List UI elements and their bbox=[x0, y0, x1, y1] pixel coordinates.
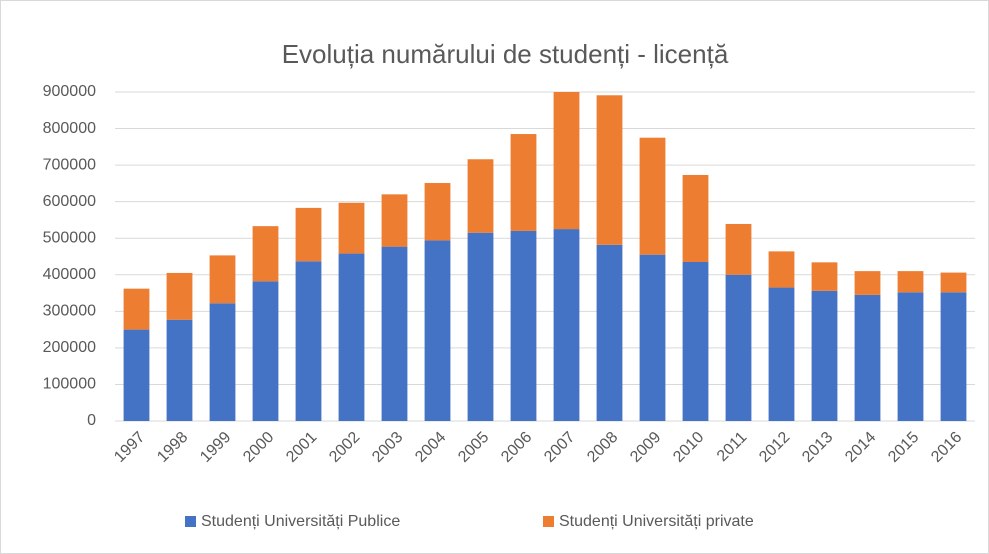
legend-swatch bbox=[543, 516, 554, 527]
bar-segment bbox=[510, 230, 537, 421]
legend-label: Studenți Universități private bbox=[559, 513, 754, 530]
y-tick-label: 400000 bbox=[43, 266, 96, 283]
bar-segment bbox=[811, 290, 838, 421]
bar-segment bbox=[209, 255, 236, 304]
bar-segment bbox=[682, 174, 709, 262]
bar-segment bbox=[510, 134, 537, 231]
y-tick-label: 200000 bbox=[43, 339, 96, 356]
bar-segment bbox=[424, 240, 451, 421]
bar-segment bbox=[639, 137, 666, 255]
y-tick-label: 900000 bbox=[43, 83, 96, 100]
bar-segment bbox=[854, 271, 881, 295]
bar-segment bbox=[123, 288, 150, 330]
bar-segment bbox=[725, 274, 752, 421]
bar-segment bbox=[682, 261, 709, 421]
y-tick-label: 300000 bbox=[43, 303, 96, 320]
bar-segment bbox=[295, 261, 322, 421]
bar-segment bbox=[424, 183, 451, 241]
bar-segment bbox=[467, 232, 494, 421]
y-tick-label: 700000 bbox=[43, 156, 96, 173]
bar-segment bbox=[166, 319, 193, 421]
bar-segment bbox=[596, 95, 623, 245]
y-tick-label: 100000 bbox=[43, 376, 96, 393]
bar-segment bbox=[381, 246, 408, 421]
legend-label: Studenți Universități Publice bbox=[201, 513, 400, 530]
bar-segment bbox=[940, 292, 967, 421]
bar-segment bbox=[725, 223, 752, 275]
bar-segment bbox=[295, 207, 322, 262]
bar-segment bbox=[768, 287, 795, 421]
bar-segment bbox=[553, 229, 580, 421]
chart-title: Evoluția numărului de studenți - licență bbox=[282, 39, 729, 69]
bar-segment bbox=[252, 226, 279, 282]
bar-segment bbox=[209, 303, 236, 421]
bar-segment bbox=[467, 159, 494, 233]
bar-segment bbox=[596, 244, 623, 421]
y-tick-label: 500000 bbox=[43, 229, 96, 246]
bar-segment bbox=[940, 272, 967, 293]
legend-swatch bbox=[185, 516, 196, 527]
bar-segment bbox=[854, 294, 881, 421]
bar-segment bbox=[166, 272, 193, 320]
bar-segment bbox=[897, 271, 924, 293]
y-tick-label: 600000 bbox=[43, 193, 96, 210]
bar-segment bbox=[553, 92, 580, 230]
bar-segment bbox=[768, 251, 795, 288]
bar-segment bbox=[897, 292, 924, 421]
bar-segment bbox=[338, 253, 365, 421]
bar-segment bbox=[123, 329, 150, 421]
bar-segment bbox=[811, 262, 838, 291]
bar-segment bbox=[381, 194, 408, 247]
bar-segment bbox=[639, 254, 666, 421]
bar-segment bbox=[252, 281, 279, 421]
y-tick-label: 0 bbox=[87, 412, 96, 429]
y-tick-label: 800000 bbox=[43, 120, 96, 137]
bar-segment bbox=[338, 202, 365, 254]
